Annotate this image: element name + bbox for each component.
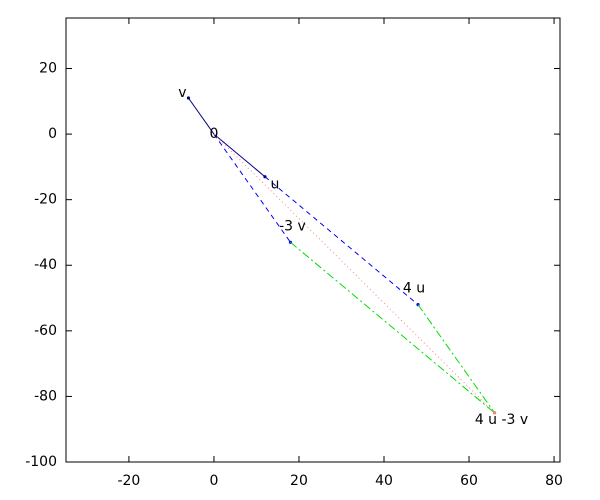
- vector-line: [417, 304, 495, 414]
- annotation: u: [271, 177, 280, 193]
- y-tick-label: -80: [34, 388, 57, 404]
- vector-line: [264, 176, 419, 305]
- x-tick-label: 40: [375, 473, 393, 489]
- y-tick-label: -40: [34, 257, 57, 273]
- x-tick-label: 80: [545, 473, 563, 489]
- x-tick-label: 20: [290, 473, 308, 489]
- vector-line: [213, 133, 266, 178]
- vector-line: [188, 97, 215, 135]
- y-tick-label: 0: [48, 126, 57, 142]
- vector-line: [290, 241, 495, 414]
- arrow-head: [492, 411, 497, 415]
- annotation: -3 v: [279, 218, 306, 234]
- x-tick-label: -20: [117, 473, 140, 489]
- vector-line: [213, 133, 495, 414]
- annotation: 0: [209, 126, 218, 142]
- vector-line: [213, 133, 291, 243]
- x-tick-label: 60: [460, 473, 478, 489]
- y-tick-label: -20: [34, 192, 57, 208]
- x-tick-label: 0: [209, 473, 218, 489]
- annotation: v: [178, 85, 186, 101]
- annotation: 4 u: [403, 281, 425, 297]
- y-tick-label: 20: [39, 60, 57, 76]
- y-tick-label: -100: [25, 454, 57, 470]
- y-tick-label: -60: [34, 323, 57, 339]
- arrow-head: [186, 96, 191, 100]
- annotation: 4 u -3 v: [475, 412, 528, 428]
- plot-frame: [65, 17, 561, 463]
